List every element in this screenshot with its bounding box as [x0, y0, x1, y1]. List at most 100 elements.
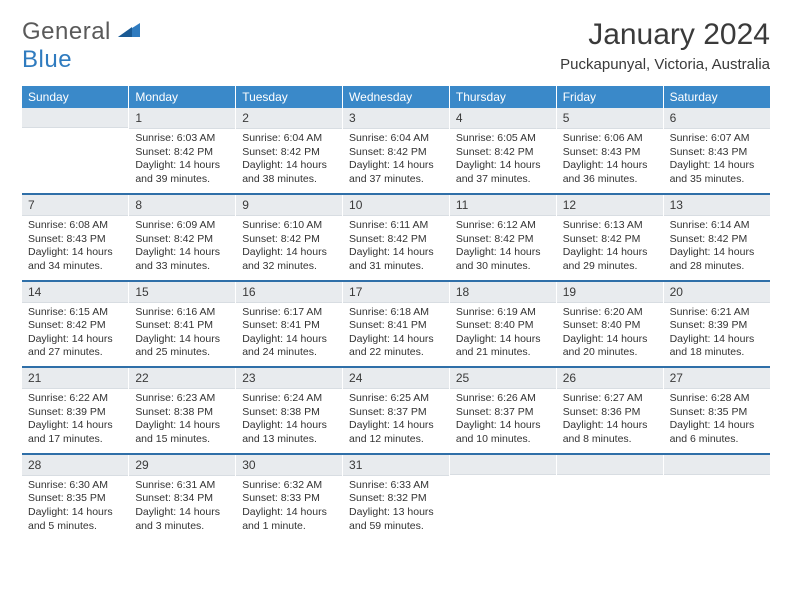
day-number: 31 — [343, 455, 449, 476]
daylight-text: Daylight: 14 hours and 3 minutes. — [135, 506, 229, 533]
sunrise-text: Sunrise: 6:32 AM — [242, 479, 336, 493]
title-block: January 2024 Puckapunyal, Victoria, Aust… — [560, 18, 770, 73]
calendar-week: 14Sunrise: 6:15 AMSunset: 8:42 PMDayligh… — [22, 281, 770, 368]
day-body: Sunrise: 6:10 AMSunset: 8:42 PMDaylight:… — [236, 216, 342, 280]
daylight-text: Daylight: 14 hours and 25 minutes. — [135, 333, 229, 360]
day-number: 22 — [129, 368, 235, 389]
daylight-text: Daylight: 14 hours and 33 minutes. — [135, 246, 229, 273]
logo: General Blue — [22, 18, 140, 74]
sunrise-text: Sunrise: 6:18 AM — [349, 306, 443, 320]
sunset-text: Sunset: 8:42 PM — [135, 233, 229, 247]
sunrise-text: Sunrise: 6:03 AM — [135, 132, 229, 146]
sunset-text: Sunset: 8:43 PM — [563, 146, 657, 160]
daylight-text: Daylight: 14 hours and 27 minutes. — [28, 333, 122, 360]
day-number: 4 — [450, 108, 556, 129]
daylight-text: Daylight: 14 hours and 37 minutes. — [349, 159, 443, 186]
sunrise-text: Sunrise: 6:22 AM — [28, 392, 122, 406]
day-number: 5 — [557, 108, 663, 129]
day-body: Sunrise: 6:16 AMSunset: 8:41 PMDaylight:… — [129, 303, 235, 367]
day-number: 2 — [236, 108, 342, 129]
calendar-day: 20Sunrise: 6:21 AMSunset: 8:39 PMDayligh… — [663, 281, 770, 368]
sunset-text: Sunset: 8:42 PM — [28, 319, 122, 333]
calendar-day: 30Sunrise: 6:32 AMSunset: 8:33 PMDayligh… — [236, 454, 343, 540]
calendar-day: 9Sunrise: 6:10 AMSunset: 8:42 PMDaylight… — [236, 194, 343, 281]
calendar-day: 24Sunrise: 6:25 AMSunset: 8:37 PMDayligh… — [343, 367, 450, 454]
day-body: Sunrise: 6:28 AMSunset: 8:35 PMDaylight:… — [664, 389, 770, 453]
day-number: 29 — [129, 455, 235, 476]
daylight-text: Daylight: 14 hours and 32 minutes. — [242, 246, 336, 273]
logo-text: General Blue — [22, 18, 140, 74]
logo-text-2: Blue — [22, 46, 72, 73]
sunset-text: Sunset: 8:35 PM — [670, 406, 764, 420]
day-number: 13 — [664, 195, 770, 216]
calendar-week: 7Sunrise: 6:08 AMSunset: 8:43 PMDaylight… — [22, 194, 770, 281]
calendar-day — [449, 454, 556, 540]
calendar-day: 23Sunrise: 6:24 AMSunset: 8:38 PMDayligh… — [236, 367, 343, 454]
sunrise-text: Sunrise: 6:25 AM — [349, 392, 443, 406]
daylight-text: Daylight: 14 hours and 36 minutes. — [563, 159, 657, 186]
day-number: 27 — [664, 368, 770, 389]
calendar-day: 17Sunrise: 6:18 AMSunset: 8:41 PMDayligh… — [343, 281, 450, 368]
calendar-day: 19Sunrise: 6:20 AMSunset: 8:40 PMDayligh… — [556, 281, 663, 368]
daylight-text: Daylight: 14 hours and 29 minutes. — [563, 246, 657, 273]
day-number: 3 — [343, 108, 449, 129]
calendar-week: 1Sunrise: 6:03 AMSunset: 8:42 PMDaylight… — [22, 108, 770, 194]
day-body: Sunrise: 6:03 AMSunset: 8:42 PMDaylight:… — [129, 129, 235, 193]
sunrise-text: Sunrise: 6:04 AM — [349, 132, 443, 146]
header: General Blue January 2024 Puckapunyal, V… — [22, 18, 770, 74]
daylight-text: Daylight: 14 hours and 17 minutes. — [28, 419, 122, 446]
sunset-text: Sunset: 8:32 PM — [349, 492, 443, 506]
sunrise-text: Sunrise: 6:21 AM — [670, 306, 764, 320]
day-number: 23 — [236, 368, 342, 389]
sunrise-text: Sunrise: 6:08 AM — [28, 219, 122, 233]
calendar-body: 1Sunrise: 6:03 AMSunset: 8:42 PMDaylight… — [22, 108, 770, 540]
day-header: Friday — [556, 86, 663, 108]
day-header: Monday — [129, 86, 236, 108]
calendar-day: 2Sunrise: 6:04 AMSunset: 8:42 PMDaylight… — [236, 108, 343, 194]
day-number: 8 — [129, 195, 235, 216]
calendar-day — [22, 108, 129, 194]
sunrise-text: Sunrise: 6:24 AM — [242, 392, 336, 406]
calendar-day: 18Sunrise: 6:19 AMSunset: 8:40 PMDayligh… — [449, 281, 556, 368]
day-number: 6 — [664, 108, 770, 129]
sunrise-text: Sunrise: 6:10 AM — [242, 219, 336, 233]
daylight-text: Daylight: 14 hours and 1 minute. — [242, 506, 336, 533]
calendar-day — [663, 454, 770, 540]
sunset-text: Sunset: 8:42 PM — [456, 146, 550, 160]
calendar-day: 7Sunrise: 6:08 AMSunset: 8:43 PMDaylight… — [22, 194, 129, 281]
calendar-day: 15Sunrise: 6:16 AMSunset: 8:41 PMDayligh… — [129, 281, 236, 368]
day-body: Sunrise: 6:21 AMSunset: 8:39 PMDaylight:… — [664, 303, 770, 367]
daylight-text: Daylight: 14 hours and 31 minutes. — [349, 246, 443, 273]
day-body: Sunrise: 6:14 AMSunset: 8:42 PMDaylight:… — [664, 216, 770, 280]
day-number: 20 — [664, 282, 770, 303]
daylight-text: Daylight: 14 hours and 18 minutes. — [670, 333, 764, 360]
sunset-text: Sunset: 8:40 PM — [563, 319, 657, 333]
sunset-text: Sunset: 8:41 PM — [135, 319, 229, 333]
daylight-text: Daylight: 14 hours and 15 minutes. — [135, 419, 229, 446]
day-header: Sunday — [22, 86, 129, 108]
location: Puckapunyal, Victoria, Australia — [560, 56, 770, 73]
day-header: Thursday — [449, 86, 556, 108]
day-number — [450, 455, 556, 475]
sunrise-text: Sunrise: 6:28 AM — [670, 392, 764, 406]
day-number: 21 — [22, 368, 128, 389]
day-body: Sunrise: 6:07 AMSunset: 8:43 PMDaylight:… — [664, 129, 770, 193]
sunrise-text: Sunrise: 6:07 AM — [670, 132, 764, 146]
day-body: Sunrise: 6:26 AMSunset: 8:37 PMDaylight:… — [450, 389, 556, 453]
day-number: 18 — [450, 282, 556, 303]
daylight-text: Daylight: 14 hours and 35 minutes. — [670, 159, 764, 186]
day-number: 25 — [450, 368, 556, 389]
day-body: Sunrise: 6:12 AMSunset: 8:42 PMDaylight:… — [450, 216, 556, 280]
sunrise-text: Sunrise: 6:15 AM — [28, 306, 122, 320]
daylight-text: Daylight: 14 hours and 8 minutes. — [563, 419, 657, 446]
day-number: 17 — [343, 282, 449, 303]
sunset-text: Sunset: 8:42 PM — [349, 146, 443, 160]
day-number: 30 — [236, 455, 342, 476]
day-number: 7 — [22, 195, 128, 216]
day-body: Sunrise: 6:04 AMSunset: 8:42 PMDaylight:… — [343, 129, 449, 193]
day-body: Sunrise: 6:23 AMSunset: 8:38 PMDaylight:… — [129, 389, 235, 453]
daylight-text: Daylight: 14 hours and 39 minutes. — [135, 159, 229, 186]
sunrise-text: Sunrise: 6:12 AM — [456, 219, 550, 233]
day-number: 9 — [236, 195, 342, 216]
calendar-day — [556, 454, 663, 540]
